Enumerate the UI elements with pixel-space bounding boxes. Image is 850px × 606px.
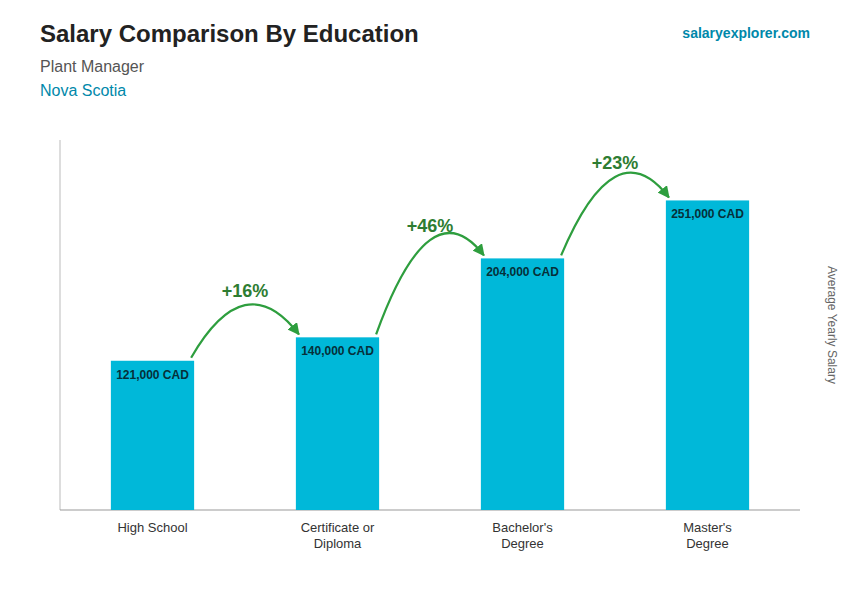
value-label: 121,000 CAD [116,368,189,382]
x-tick-label-line: High School [117,520,187,535]
x-tick-label-line: Master's [683,520,732,535]
bar [111,361,194,510]
x-tick-label-line: Certificate or [301,520,375,535]
title: Salary Comparison By Education [40,20,419,47]
chart-container: Salary Comparison By Education Plant Mana… [0,0,850,606]
change-arrow [376,233,484,334]
x-tick-label: High School [117,520,187,535]
background [0,0,850,606]
x-tick-label-line: Bachelor's [492,520,553,535]
x-tick-label: Bachelor'sDegree [492,520,553,551]
x-tick-label-line: Diploma [314,536,362,551]
bar [296,337,379,510]
bars [111,200,749,510]
brand: salaryexplorer.com [682,25,810,41]
change-annotation: +46% [407,216,454,236]
value-label: 140,000 CAD [301,344,374,358]
x-tick-label: Certificate orDiploma [301,520,375,551]
x-tick-label-line: Degree [501,536,544,551]
x-tick-label-line: Degree [686,536,729,551]
bar [481,258,564,510]
subtitle: Nova Scotia [40,82,126,99]
value-label: 251,000 CAD [671,207,744,221]
chart: Salary Comparison By Education Plant Mana… [0,0,850,606]
subtitle: Plant Manager [40,58,145,75]
x-tick-label: Master'sDegree [683,520,732,551]
change-arrow [561,173,669,256]
y-axis-line [60,140,61,510]
bar [666,200,749,510]
change-annotation: +23% [592,153,639,173]
y-axis-label: Average Yearly Salary [825,266,839,384]
change-arrow [191,304,299,357]
change-annotation: +16% [222,281,269,301]
value-label: 204,000 CAD [486,265,559,279]
